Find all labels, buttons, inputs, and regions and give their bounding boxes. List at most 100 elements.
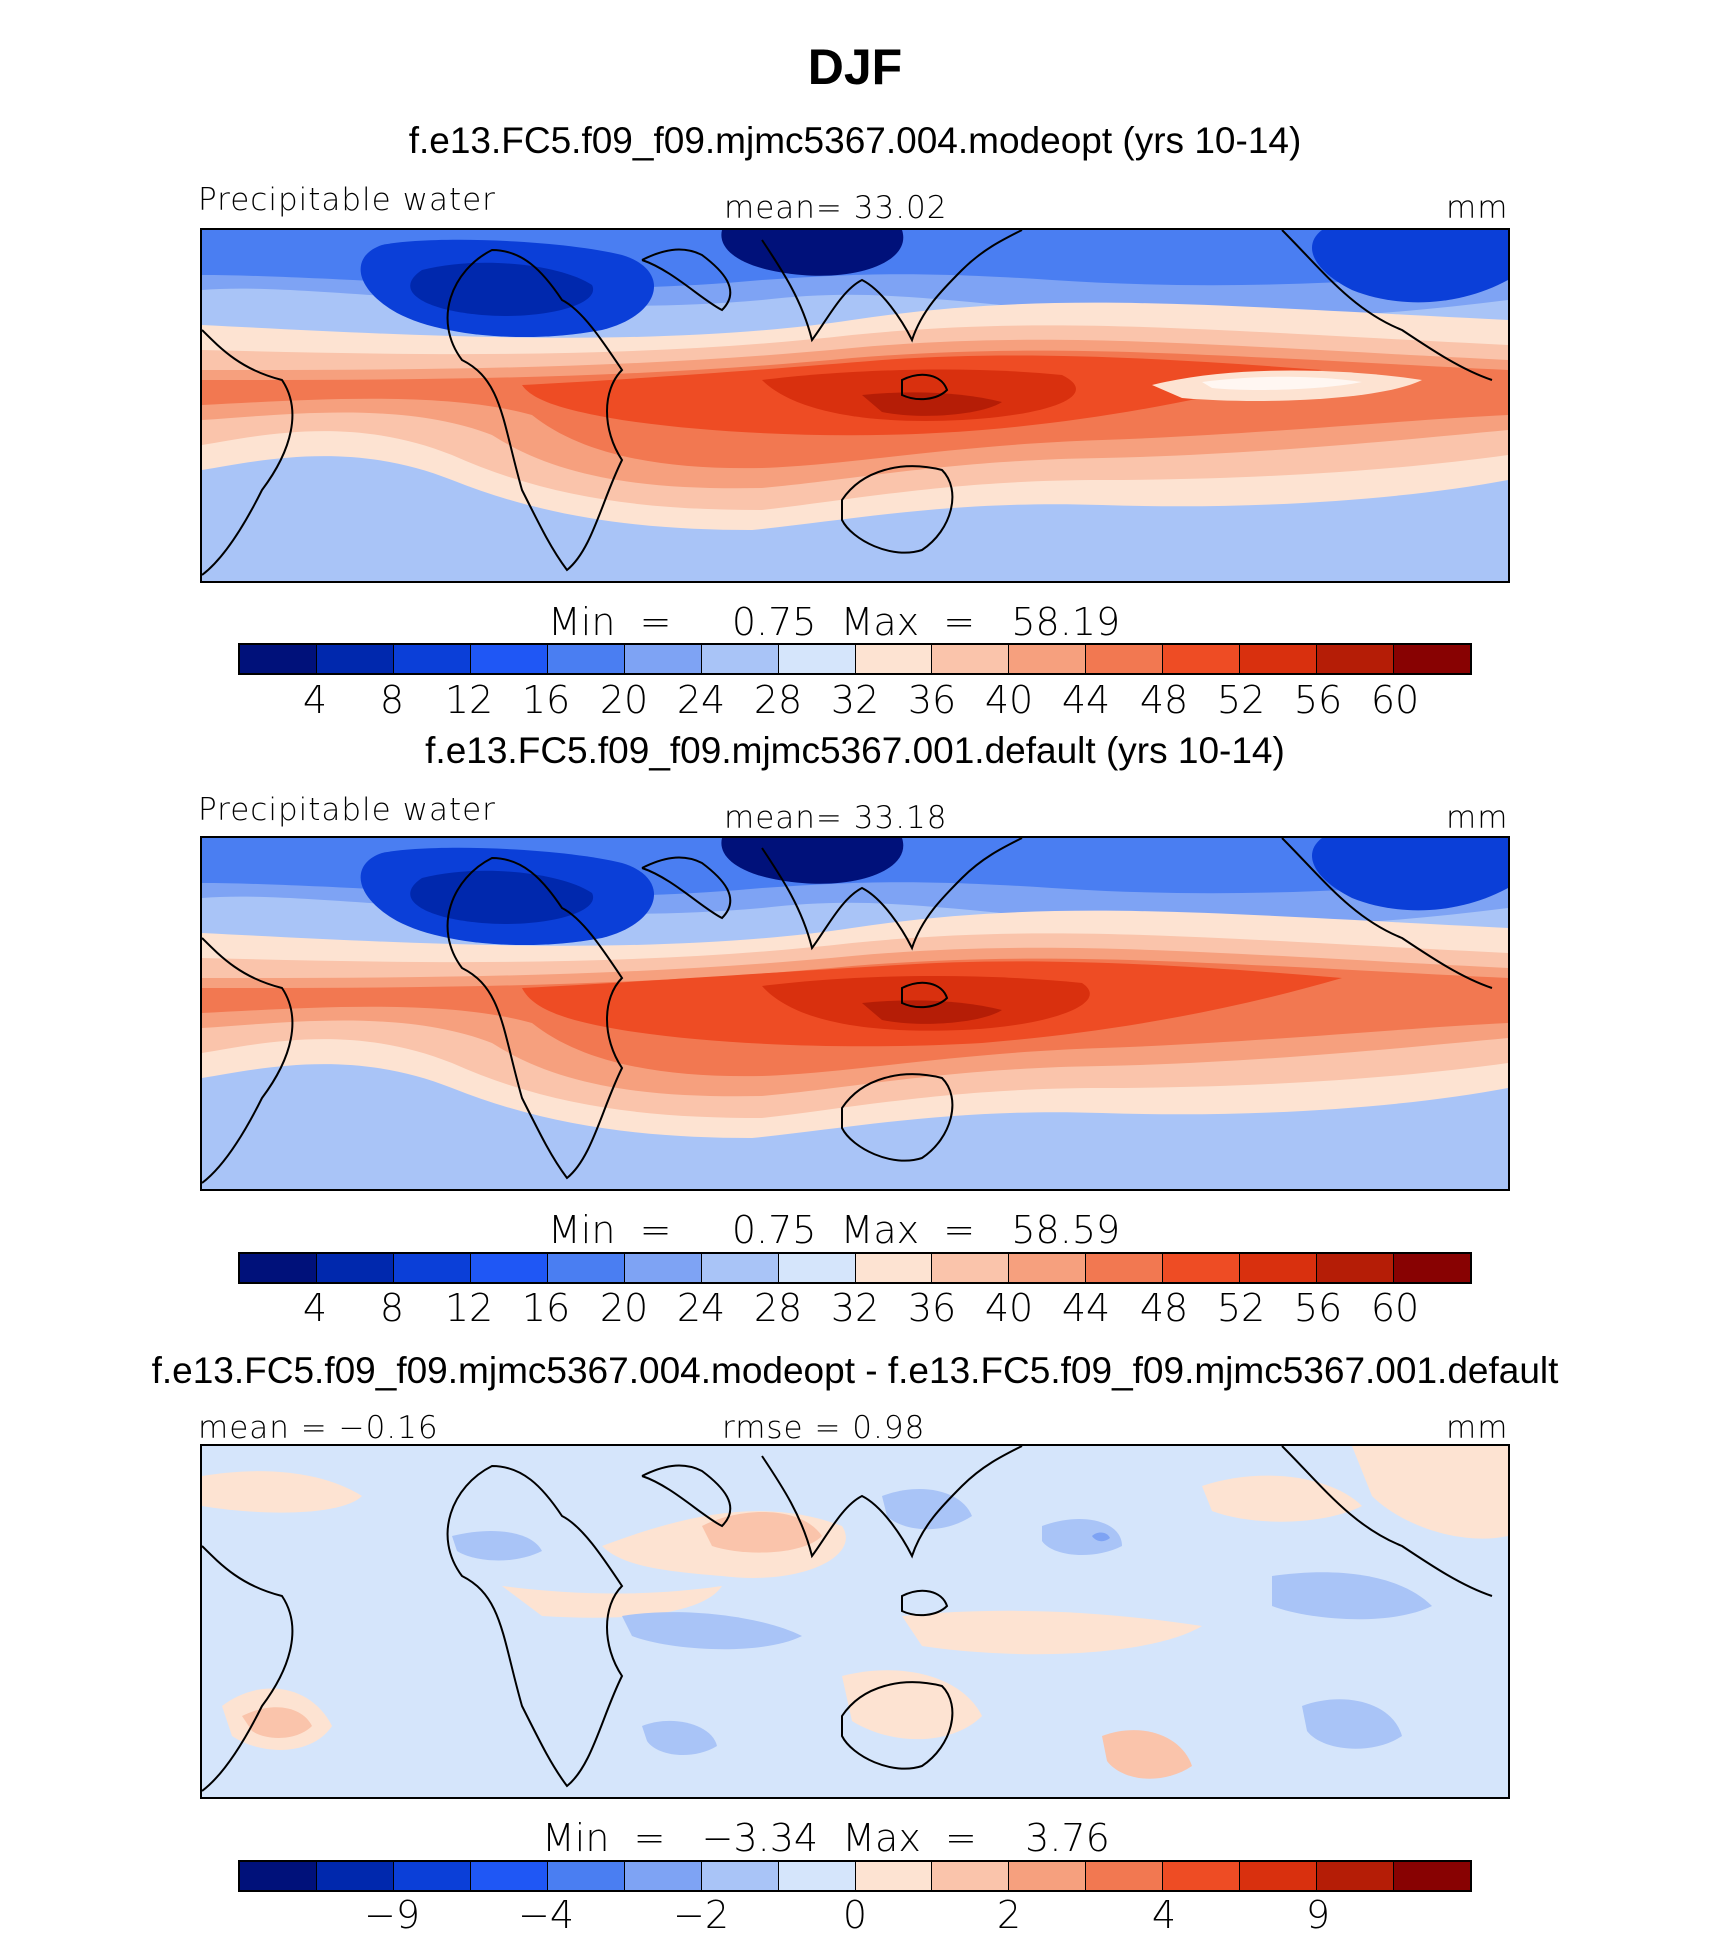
colorbar-tick: 16 xyxy=(521,678,571,722)
panel-2-case-title: f.e13.FC5.f09_f09.mjmc5367.001.default (… xyxy=(425,730,1285,771)
colorbar-tick: 4 xyxy=(302,678,328,722)
colorbar-tick: 52 xyxy=(1216,678,1266,722)
colorbar-swatch xyxy=(701,1254,779,1282)
colorbar-tick: 32 xyxy=(830,1286,880,1330)
colorbar-tick: 36 xyxy=(907,678,957,722)
colorbar-swatch xyxy=(470,1862,548,1890)
colorbar-tick: 8 xyxy=(379,678,405,722)
colorbar-tick: −4 xyxy=(517,1893,575,1937)
colorbar-tick: 52 xyxy=(1216,1286,1266,1330)
colorbar-swatch xyxy=(316,1862,394,1890)
colorbar-tick: −2 xyxy=(672,1893,730,1937)
panel-1-variable-label: Precipitable water xyxy=(198,182,496,218)
colorbar-swatch xyxy=(701,1862,779,1890)
colorbar-swatch xyxy=(932,1862,1010,1890)
colorbar-swatch xyxy=(316,1254,394,1282)
colorbar-tick: 2 xyxy=(996,1893,1022,1937)
colorbar-swatch xyxy=(1163,1254,1241,1282)
colorbar-swatch xyxy=(1163,1862,1241,1890)
colorbar-swatch xyxy=(547,645,625,673)
colorbar-swatch xyxy=(547,1254,625,1282)
colorbar-tick: 0 xyxy=(842,1893,868,1937)
colorbar-tick: 28 xyxy=(753,678,803,722)
panel-1-colorbar xyxy=(238,643,1472,675)
colorbar-swatch xyxy=(393,1862,471,1890)
precip-water-bands xyxy=(202,230,1508,581)
colorbar-swatch xyxy=(1163,645,1241,673)
panel-3-rmse-label: rmse = 0.98 xyxy=(722,1410,926,1446)
panel-3-case-title: f.e13.FC5.f09_f09.mjmc5367.004.modeopt -… xyxy=(151,1350,1559,1391)
colorbar-swatch xyxy=(701,645,779,673)
colorbar-swatch xyxy=(624,1862,702,1890)
colorbar-swatch xyxy=(1317,1254,1395,1282)
colorbar-swatch xyxy=(1240,1254,1318,1282)
colorbar-tick: 4 xyxy=(1151,1893,1177,1937)
colorbar-tick: 4 xyxy=(302,1286,328,1330)
panel-1-minmax: Min = 0.75 Max = 58.19 xyxy=(548,600,1121,644)
panel-3-map xyxy=(200,1444,1510,1799)
panel-1-case-title: f.e13.FC5.f09_f09.mjmc5367.004.modeopt (… xyxy=(408,120,1302,161)
colorbar-tick: 40 xyxy=(984,678,1034,722)
main-title: DJF xyxy=(807,39,903,95)
colorbar-swatch xyxy=(1317,645,1395,673)
colorbar-swatch xyxy=(932,1254,1010,1282)
colorbar-swatch xyxy=(855,1254,933,1282)
panel-2-units-label: mm xyxy=(1446,800,1509,836)
colorbar-swatch xyxy=(240,1862,317,1890)
colorbar-swatch xyxy=(778,645,856,673)
colorbar-tick: −9 xyxy=(363,1893,421,1937)
panel-2-variable-label: Precipitable water xyxy=(198,792,496,828)
colorbar-tick: 28 xyxy=(753,1286,803,1330)
panel-3-map-field xyxy=(202,1446,1508,1797)
colorbar-swatch xyxy=(855,645,933,673)
colorbar-swatch xyxy=(1240,1862,1318,1890)
difference-bands xyxy=(202,1446,1508,1797)
colorbar-swatch xyxy=(1394,645,1470,673)
colorbar-tick: 48 xyxy=(1139,1286,1189,1330)
colorbar-swatch xyxy=(1394,1254,1470,1282)
panel-1-map-field xyxy=(202,230,1508,581)
panel-2-colorbar xyxy=(238,1252,1472,1284)
colorbar-swatch xyxy=(1240,645,1318,673)
panel-2-map xyxy=(200,836,1510,1191)
colorbar-tick: 44 xyxy=(1061,1286,1111,1330)
colorbar-tick: 56 xyxy=(1293,1286,1343,1330)
panel-3-units-label: mm xyxy=(1446,1410,1509,1446)
colorbar-swatch xyxy=(778,1862,856,1890)
colorbar-tick: 56 xyxy=(1293,678,1343,722)
panel-2-map-field xyxy=(202,838,1508,1189)
colorbar-swatch xyxy=(624,645,702,673)
colorbar-swatch xyxy=(1317,1862,1395,1890)
colorbar-tick: 44 xyxy=(1061,678,1111,722)
colorbar-swatch xyxy=(240,1254,317,1282)
colorbar-tick: 24 xyxy=(676,678,726,722)
colorbar-swatch xyxy=(1086,645,1164,673)
colorbar-swatch xyxy=(932,645,1010,673)
precip-water-bands xyxy=(202,838,1508,1189)
panel-1-units-label: mm xyxy=(1446,190,1509,226)
colorbar-swatch xyxy=(1086,1862,1164,1890)
panel-1-map xyxy=(200,228,1510,583)
colorbar-swatch xyxy=(855,1862,933,1890)
colorbar-tick: 48 xyxy=(1139,678,1189,722)
panel-3-colorbar xyxy=(238,1860,1472,1892)
colorbar-tick: 36 xyxy=(907,1286,957,1330)
colorbar-swatch xyxy=(778,1254,856,1282)
colorbar-tick: 20 xyxy=(599,1286,649,1330)
colorbar-tick: 9 xyxy=(1305,1893,1331,1937)
colorbar-swatch xyxy=(240,645,317,673)
colorbar-tick: 12 xyxy=(444,1286,494,1330)
colorbar-tick: 40 xyxy=(984,1286,1034,1330)
colorbar-swatch xyxy=(316,645,394,673)
panel-3-minmax: Min = −3.34 Max = 3.76 xyxy=(542,1816,1110,1860)
panel-2-mean-label: mean= 33.18 xyxy=(724,800,948,836)
colorbar-swatch xyxy=(624,1254,702,1282)
colorbar-swatch xyxy=(1086,1254,1164,1282)
coastline-outlines xyxy=(202,838,1493,1184)
panel-3-mean-label: mean = −0.16 xyxy=(198,1410,439,1446)
colorbar-swatch xyxy=(393,1254,471,1282)
colorbar-tick: 12 xyxy=(444,678,494,722)
coastline-outlines xyxy=(202,230,1493,576)
colorbar-tick: 16 xyxy=(521,1286,571,1330)
colorbar-swatch xyxy=(1009,645,1087,673)
